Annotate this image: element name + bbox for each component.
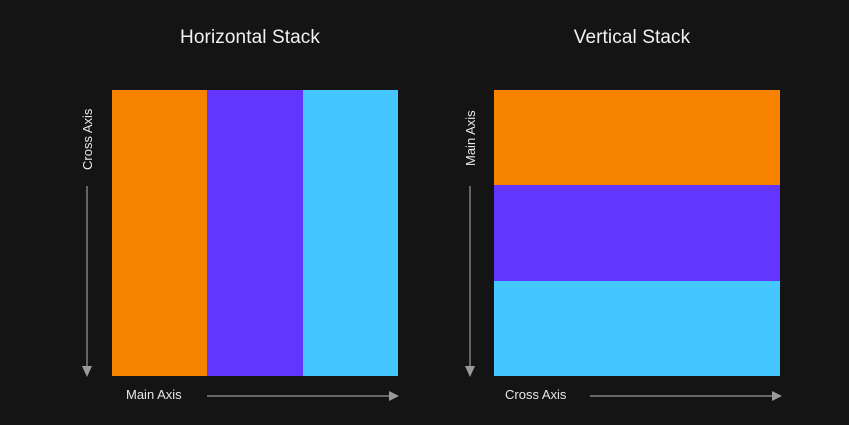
horizontal-stack-title: Horizontal Stack [180, 27, 320, 48]
vertical-stack-title: Vertical Stack [573, 27, 691, 48]
vertical-stack-cross-axis-arrow-icon [590, 391, 782, 401]
horizontal-stack-cross-axis-label: Cross Axis [80, 108, 95, 170]
horizontal-stack-main-axis-arrow-icon [207, 391, 399, 401]
vertical-stack [494, 90, 780, 376]
vertical-stack-cross-axis-label: Cross Axis [505, 387, 567, 402]
horizontal-stack-block-purple [207, 90, 303, 376]
horizontal-stack-main-axis-label: Main Axis [126, 387, 182, 402]
horizontal-stack-block-blue [302, 90, 398, 376]
vertical-stack-main-axis-arrow-icon [465, 186, 475, 377]
horizontal-stack-cross-axis-arrow-icon [82, 186, 92, 377]
horizontal-stack-block-orange [112, 90, 208, 376]
vertical-stack-main-axis-label: Main Axis [463, 110, 478, 166]
vertical-stack-block-purple [494, 185, 780, 281]
vertical-stack-block-orange [494, 90, 780, 186]
vertical-stack-block-blue [494, 280, 780, 376]
horizontal-stack [112, 90, 398, 376]
